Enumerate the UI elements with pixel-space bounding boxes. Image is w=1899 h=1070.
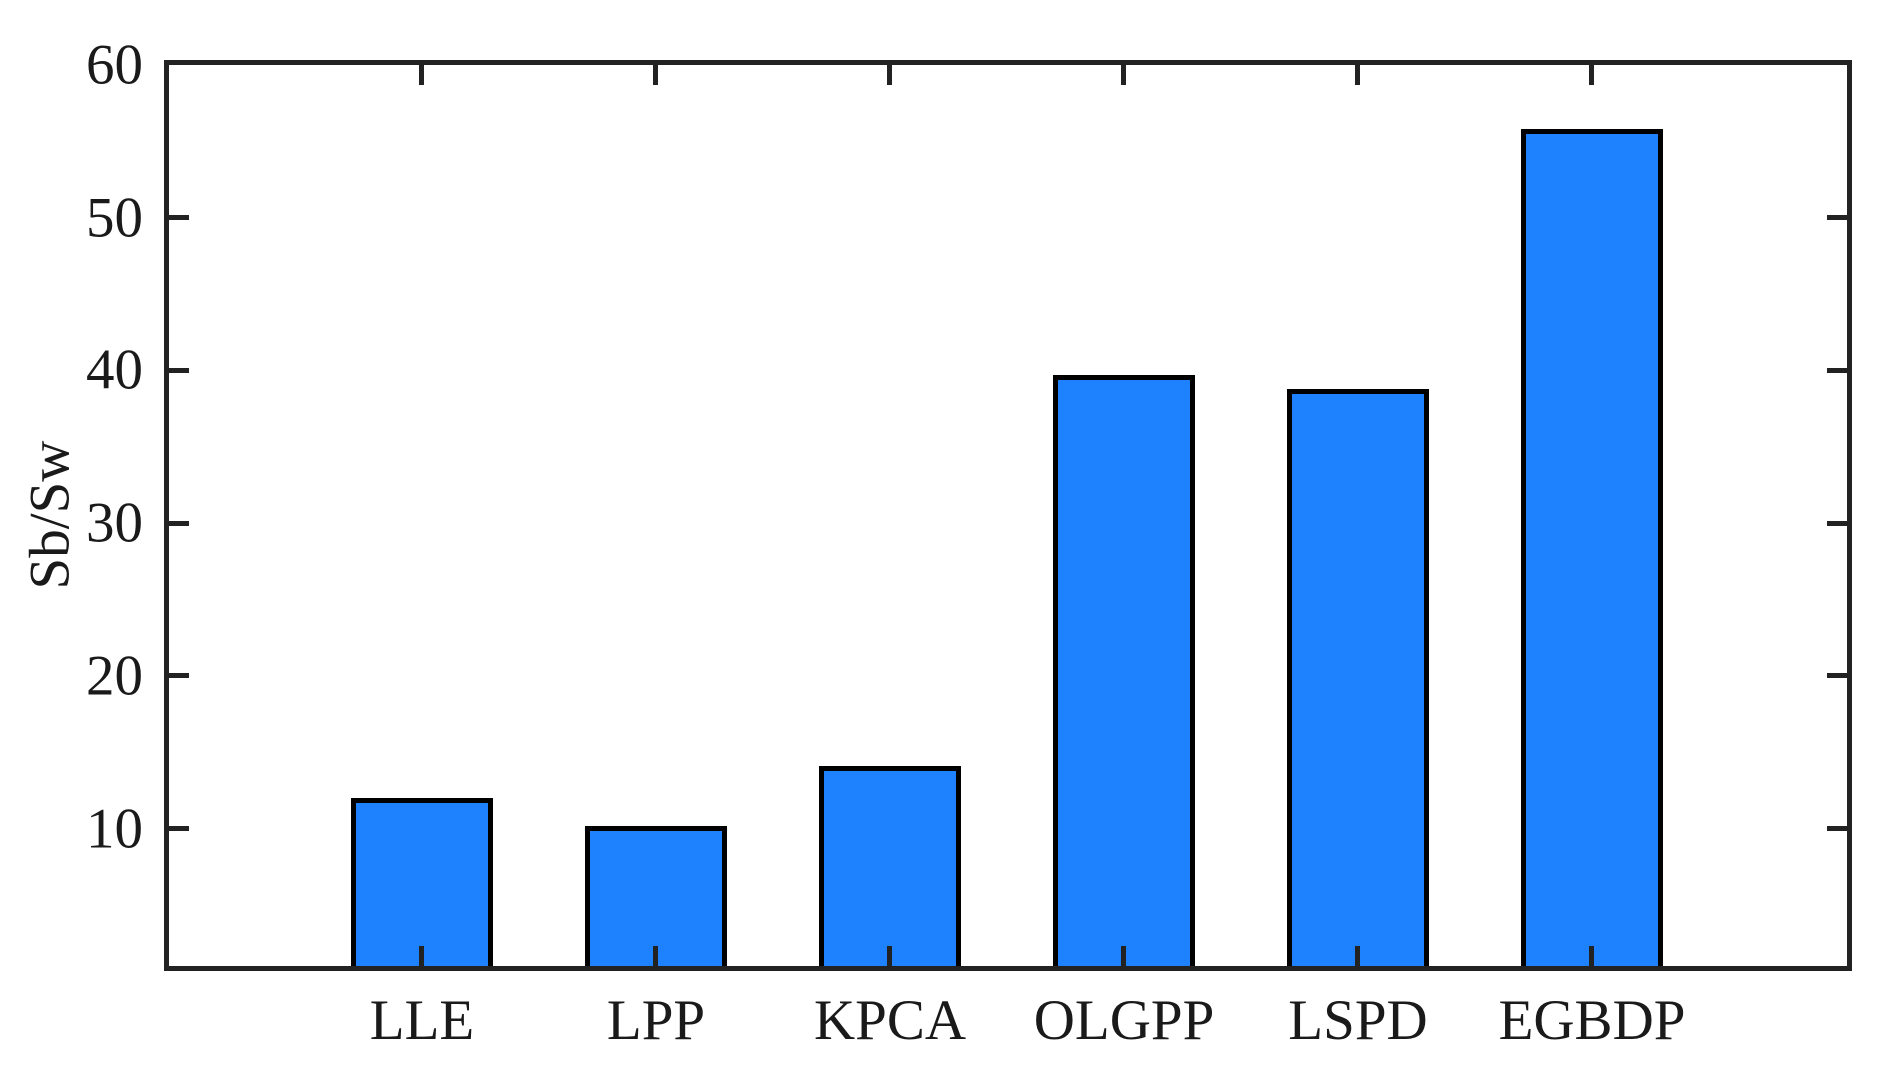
- y-tick-left: [169, 367, 189, 373]
- bar-kpca: [819, 766, 961, 966]
- x-tick-top: [1589, 65, 1594, 85]
- x-tick-top: [653, 65, 658, 85]
- x-tick-label: OLGPP: [1033, 989, 1215, 1052]
- y-tick-label: 40: [86, 338, 143, 402]
- x-tick-bottom: [653, 946, 658, 966]
- y-tick-right: [1827, 826, 1847, 832]
- y-tick-left: [169, 826, 189, 832]
- x-tick-top: [419, 65, 424, 85]
- x-tick-bottom: [1121, 946, 1126, 966]
- x-tick-top: [1355, 65, 1360, 85]
- bar-lspd: [1287, 389, 1429, 966]
- y-tick-right: [1827, 673, 1847, 679]
- y-tick-label: 10: [86, 797, 143, 861]
- y-tick-label: 20: [86, 644, 143, 708]
- y-tick-right: [1827, 520, 1847, 526]
- y-tick-left: [169, 520, 189, 526]
- y-tick-right: [1827, 367, 1847, 373]
- x-tick-label: EGBDP: [1498, 989, 1686, 1052]
- y-tick-right: [1827, 215, 1847, 221]
- x-tick-label: LPP: [606, 989, 706, 1052]
- y-tick-left: [169, 673, 189, 679]
- y-tick-label: 30: [86, 491, 143, 555]
- x-tick-top: [1121, 65, 1126, 85]
- x-tick-label: LLE: [369, 989, 475, 1052]
- x-tick-label: KPCA: [813, 989, 967, 1052]
- x-tick-bottom: [419, 946, 424, 966]
- x-tick-bottom: [1355, 946, 1360, 966]
- plot-area: [164, 60, 1852, 971]
- x-tick-bottom: [1589, 946, 1594, 966]
- bar-lle: [351, 798, 493, 966]
- bar-lpp: [585, 826, 727, 966]
- y-tick-left: [169, 215, 189, 221]
- bar-egbdp: [1521, 129, 1663, 966]
- x-tick-top: [887, 65, 892, 85]
- x-tick-bottom: [887, 946, 892, 966]
- bar-olgpp: [1053, 375, 1195, 966]
- y-tick-label: 50: [86, 186, 143, 250]
- y-tick-label: 60: [86, 33, 143, 97]
- x-tick-label: LSPD: [1288, 989, 1428, 1052]
